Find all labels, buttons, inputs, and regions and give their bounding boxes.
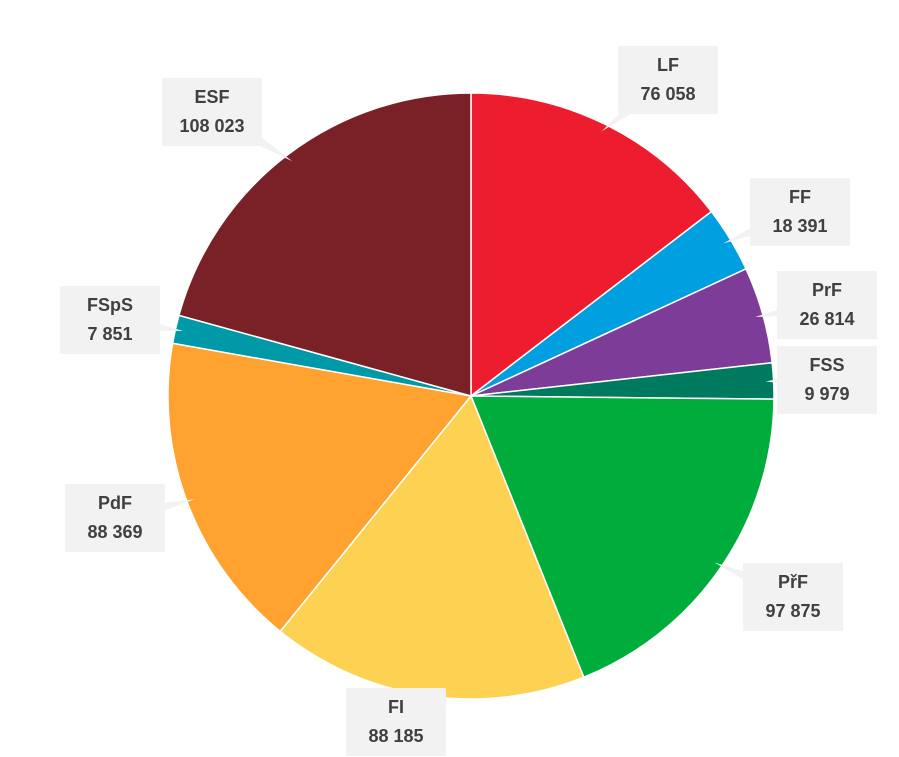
label-name: FI [388,697,404,717]
pie-slice [470,92,713,398]
label-box [777,271,877,339]
label-name: FSpS [87,295,133,315]
label-value: 88 369 [87,522,142,542]
label-name: PřF [778,572,808,592]
label-value: 7 851 [87,324,132,344]
label-box [65,484,165,552]
label-value: 18 391 [772,216,827,236]
label-box [618,46,718,114]
label-name: ESF [194,87,229,107]
label-value: 76 058 [640,84,695,104]
label-name: LF [657,55,679,75]
pie-slice [178,92,472,397]
label-box [743,563,843,631]
label-name: FF [789,187,811,207]
label-value: 26 814 [799,309,854,329]
pie-slice [167,342,473,633]
pie-slice [469,395,775,679]
label-box [777,346,877,414]
label-box [60,286,160,354]
label-name: FSS [809,355,844,375]
label-box [162,78,262,146]
label-value: 9 979 [804,384,849,404]
label-value: 97 875 [765,601,820,621]
label-value: 88 185 [368,726,423,746]
label-value: 108 023 [179,116,244,136]
label-name: PdF [98,493,132,513]
label-box [750,178,850,246]
label-box [346,688,446,756]
label-name: PrF [812,280,842,300]
